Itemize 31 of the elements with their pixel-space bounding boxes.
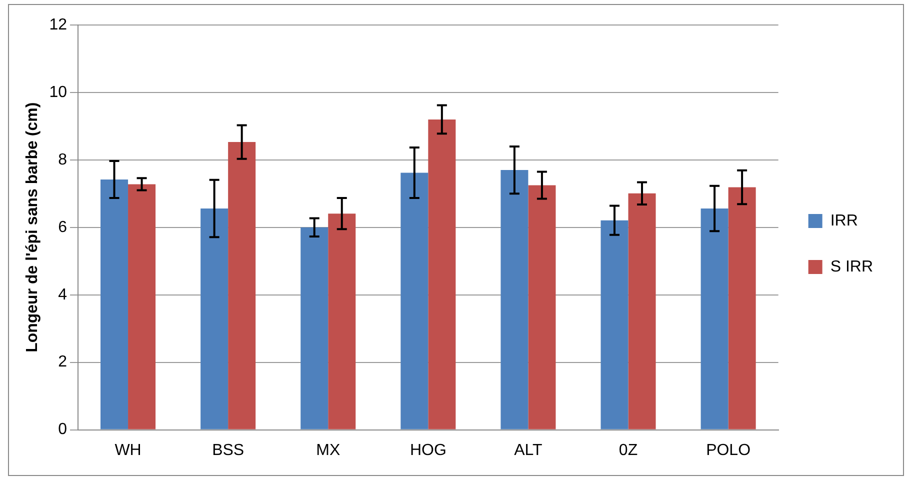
bar <box>500 170 528 430</box>
y-tick-label: 2 <box>58 354 68 371</box>
y-tick-label: 8 <box>58 151 68 168</box>
x-tick-label: ALT <box>514 442 543 459</box>
legend-label: IRR <box>830 212 858 230</box>
bar <box>400 172 428 430</box>
bar <box>328 214 356 430</box>
bar <box>300 227 328 430</box>
y-tick-label: 6 <box>58 218 68 236</box>
y-tick-label: 4 <box>58 286 68 304</box>
bar <box>428 119 456 430</box>
x-tick-label: WH <box>114 442 142 459</box>
bar <box>700 208 728 430</box>
bar <box>200 208 228 430</box>
y-tick-label: 0 <box>58 421 68 438</box>
y-axis-title: Longeur de l'épi sans barbe (cm) <box>24 102 42 352</box>
x-tick-label: MX <box>316 442 340 459</box>
bar <box>628 193 656 430</box>
x-tick-label: POLO <box>706 442 751 459</box>
legend-label: S IRR <box>830 258 873 276</box>
y-tick-label: 10 <box>49 84 68 101</box>
bar <box>100 180 128 430</box>
x-tick-label: 0Z <box>618 442 638 459</box>
bar <box>528 185 556 430</box>
bar <box>728 187 756 430</box>
bar <box>128 184 156 430</box>
x-tick-label: BSS <box>212 442 244 459</box>
x-tick-label: HOG <box>410 442 446 459</box>
y-tick-label: 12 <box>49 16 68 34</box>
bar <box>228 142 256 430</box>
bar <box>600 220 628 430</box>
